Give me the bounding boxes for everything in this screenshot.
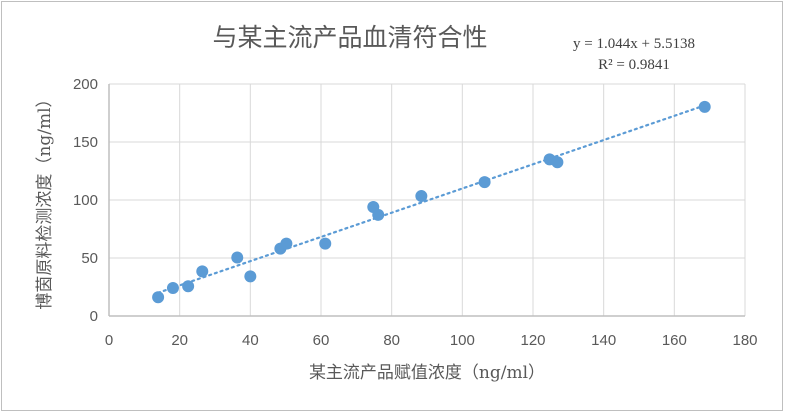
data-point bbox=[152, 291, 165, 304]
data-point bbox=[415, 190, 428, 203]
r-squared-label: R² = 0.9841 bbox=[598, 57, 670, 73]
chart-title: 与某主流产品血清符合性 bbox=[212, 23, 487, 52]
x-tick-label: 0 bbox=[105, 332, 113, 349]
x-axis-label: 某主流产品赋值浓度（ng/ml） bbox=[309, 363, 545, 383]
data-point bbox=[166, 282, 179, 295]
trendline-equation: y = 1.044x + 5.5138 bbox=[573, 36, 695, 52]
x-tick-label: 20 bbox=[171, 332, 188, 349]
x-tick-label: 140 bbox=[591, 332, 616, 349]
data-point bbox=[698, 100, 711, 113]
data-point bbox=[372, 208, 385, 221]
data-point bbox=[231, 251, 244, 264]
data-points bbox=[152, 100, 711, 304]
y-tick-label: 150 bbox=[73, 134, 98, 151]
y-tick-label: 0 bbox=[90, 308, 98, 325]
data-point bbox=[551, 156, 564, 169]
x-tick-label: 100 bbox=[450, 332, 475, 349]
data-point bbox=[244, 270, 257, 283]
x-tick-label: 120 bbox=[520, 332, 545, 349]
data-point bbox=[478, 176, 491, 189]
y-tick-label: 50 bbox=[81, 250, 98, 267]
y-tick-label: 200 bbox=[73, 76, 98, 93]
data-point bbox=[182, 280, 195, 293]
x-tick-label: 160 bbox=[662, 332, 687, 349]
x-tick-label: 80 bbox=[383, 332, 400, 349]
x-tick-label: 40 bbox=[242, 332, 259, 349]
tick-labels: 0 20 40 60 80 100 120 140 160 180 0 50 100 150 200 bbox=[73, 76, 758, 349]
trendline-path bbox=[157, 104, 706, 294]
y-tick-label: 100 bbox=[73, 192, 98, 209]
trendline bbox=[157, 104, 706, 294]
data-point bbox=[319, 237, 332, 250]
data-point bbox=[196, 265, 209, 278]
x-tick-label: 180 bbox=[732, 332, 757, 349]
y-axis-label: 博茵原料检测浓度（ng/ml） bbox=[35, 90, 55, 309]
x-tick-label: 60 bbox=[313, 332, 330, 349]
data-point bbox=[280, 237, 293, 250]
